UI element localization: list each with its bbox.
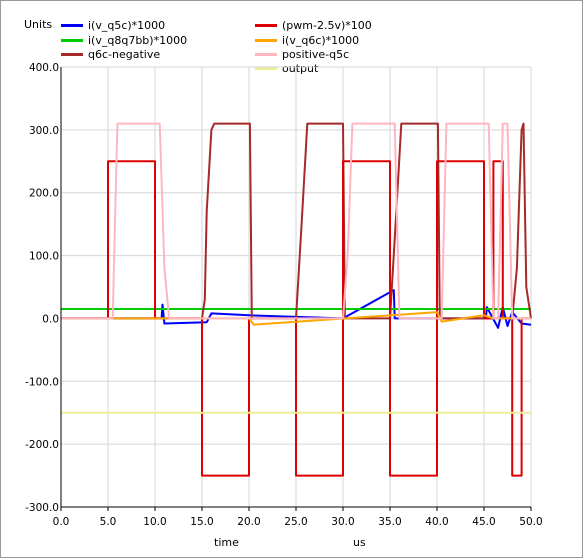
x-axis-unit: us [353, 536, 366, 549]
legend-item: (pwm-2.5v)*100 [255, 18, 372, 32]
legend-label: i(v_q6c)*1000 [282, 33, 360, 47]
legend-swatch [255, 38, 277, 42]
legend-item: positive-q5c [255, 47, 349, 61]
x-tick-label: 30.0 [331, 516, 354, 528]
y-tick-label: 400.0 [29, 62, 59, 74]
legend-label: positive-q5c [282, 47, 350, 61]
legend-item: i(v_q5c)*1000 [61, 18, 165, 32]
x-tick-label: 25.0 [284, 516, 307, 528]
y-tick-label: -300.0 [25, 502, 59, 514]
x-tick-label: 5.0 [100, 516, 117, 528]
legend-swatch [61, 23, 83, 27]
x-tick-label: 35.0 [378, 516, 401, 528]
y-tick-label: 100.0 [29, 251, 59, 263]
legend: i(v_q5c)*1000 i(v_q8q7bb)*1000 q6c-negat… [0, 0, 583, 75]
x-tick-label: 45.0 [472, 516, 495, 528]
legend-swatch [255, 66, 277, 70]
x-tick-label: 20.0 [237, 516, 260, 528]
legend-label: i(v_q5c)*1000 [88, 18, 166, 32]
legend-swatch [61, 52, 83, 56]
legend-item: i(v_q8q7bb)*1000 [61, 33, 187, 47]
legend-item: output [255, 61, 318, 75]
y-tick-label: 0.0 [42, 313, 59, 325]
series-layer [61, 122, 532, 477]
series-line [61, 289, 532, 329]
x-tick-label: 40.0 [425, 516, 448, 528]
axes [60, 67, 532, 511]
x-tick-label: 0.0 [53, 516, 70, 528]
legend-label: i(v_q8q7bb)*1000 [88, 33, 188, 47]
x-axis-label: time [214, 536, 239, 549]
tick-labels: 0.0 5.0 10.0 15.0 20.0 25.0 30.0 35.0 40.0 45.0 50… [25, 62, 543, 528]
y-tick-label: -200.0 [25, 439, 59, 451]
y-tick-label: 300.0 [29, 125, 59, 137]
y-tick-label: -100.0 [25, 376, 59, 388]
units-label: Units [24, 18, 53, 31]
x-tick-label: 10.0 [143, 516, 166, 528]
legend-label: (pwm-2.5v)*100 [282, 18, 372, 32]
legend-swatch [255, 23, 277, 27]
legend-swatch [61, 38, 83, 42]
legend-item: i(v_q6c)*1000 [255, 33, 359, 47]
y-tick-label: 200.0 [29, 188, 59, 200]
series-line [61, 122, 531, 320]
x-tick-label: 50.0 [519, 516, 542, 528]
x-tick-label: 15.0 [190, 516, 213, 528]
legend-label: q6c-negative [88, 47, 161, 61]
legend-label: output [282, 61, 319, 75]
legend-swatch [255, 52, 277, 56]
legend-item: q6c-negative [61, 47, 160, 61]
